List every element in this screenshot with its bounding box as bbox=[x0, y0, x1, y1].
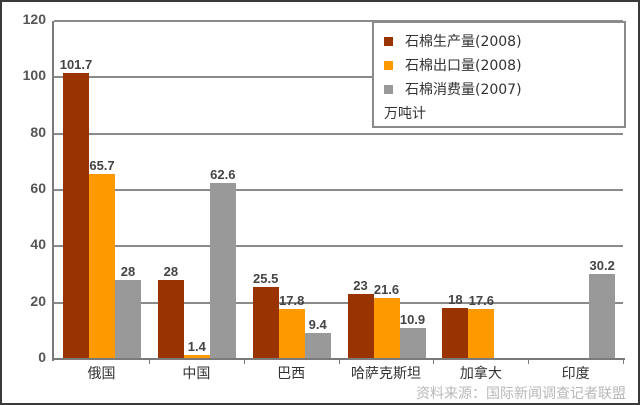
legend-swatch-production bbox=[384, 36, 393, 46]
x-category-label: 哈萨克斯坦 bbox=[351, 366, 421, 382]
y-tick-label: 40 bbox=[30, 236, 46, 253]
bar-value-label: 28 bbox=[163, 264, 179, 280]
x-tick-mark bbox=[243, 359, 245, 364]
legend-label: 石棉消费量(2007) bbox=[405, 82, 522, 98]
bar bbox=[157, 280, 184, 359]
x-category-label: 加拿大 bbox=[459, 366, 502, 382]
bar bbox=[209, 182, 236, 359]
x-category-label: 俄国 bbox=[87, 366, 116, 382]
bar-value-label: 21.6 bbox=[373, 282, 400, 298]
gridline bbox=[54, 301, 623, 304]
bar-value-label: 17.6 bbox=[468, 293, 494, 309]
gridline bbox=[54, 245, 623, 248]
legend: 石棉生产量(2008) 石棉出口量(2008) 石棉消费量(2007) 万吨计 bbox=[372, 21, 626, 128]
bar-value-label: 62.6 bbox=[210, 166, 236, 182]
legend-item-consumption: 石棉消费量(2007) bbox=[384, 79, 522, 99]
legend-swatch-export bbox=[384, 60, 393, 70]
bar-value-label: 23 bbox=[353, 278, 368, 294]
x-tick-mark bbox=[148, 359, 150, 364]
bar-value-label: 18 bbox=[448, 292, 463, 308]
x-tick-mark bbox=[528, 359, 530, 364]
bar bbox=[304, 332, 331, 359]
y-tick-label: 120 bbox=[22, 11, 46, 27]
bar bbox=[252, 287, 279, 359]
x-category-label: 中国 bbox=[182, 366, 211, 382]
bar bbox=[347, 294, 374, 359]
gridline bbox=[54, 189, 623, 191]
source-note: 资料来源：国际新闻调查记者联盟 bbox=[416, 386, 626, 402]
y-axis bbox=[52, 21, 54, 361]
x-category-label: 巴西 bbox=[277, 366, 306, 382]
plot-area: 101.7 65.7 28 28 1.4 62.6 25.5 17.8 9.4 23 21.6 10.… bbox=[54, 20, 623, 359]
bar-value-label: 9.4 bbox=[308, 316, 327, 332]
x-tick-mark bbox=[338, 359, 340, 364]
bar-value-label: 30.2 bbox=[589, 257, 615, 273]
bar bbox=[442, 308, 469, 359]
bar-value-label: 65.7 bbox=[89, 157, 115, 173]
legend-label: 石棉出口量(2008) bbox=[405, 58, 522, 74]
y-tick-label: 100 bbox=[22, 67, 46, 84]
x-tick-mark bbox=[623, 359, 624, 364]
legend-item-export: 石棉出口量(2008) bbox=[384, 55, 522, 75]
bar-value-label: 101.7 bbox=[59, 56, 93, 72]
bar-value-label: 17.8 bbox=[279, 292, 305, 308]
gridline bbox=[54, 132, 623, 135]
y-tick-label: 0 bbox=[38, 349, 46, 365]
y-tick-label: 80 bbox=[30, 123, 46, 140]
bar bbox=[278, 308, 305, 359]
x-tick-mark bbox=[433, 359, 435, 364]
bar bbox=[399, 328, 426, 359]
bar-value-label: 1.4 bbox=[187, 339, 206, 355]
bar bbox=[183, 355, 210, 359]
bar-value-label: 10.9 bbox=[399, 312, 426, 328]
legend-swatch-consumption bbox=[384, 84, 393, 94]
bar bbox=[63, 72, 89, 359]
legend-item-production: 石棉生产量(2008) bbox=[384, 31, 522, 51]
bar bbox=[589, 273, 616, 359]
bar bbox=[373, 298, 400, 359]
bar bbox=[115, 280, 141, 359]
bar bbox=[468, 309, 495, 359]
x-category-label: 印度 bbox=[561, 366, 590, 382]
legend-unit: 万吨计 bbox=[384, 103, 426, 123]
y-tick-label: 20 bbox=[30, 292, 46, 309]
gridline bbox=[54, 76, 623, 79]
unit-label: 万吨计 bbox=[384, 106, 426, 122]
gridline bbox=[54, 20, 623, 22]
bar-value-label: 28 bbox=[120, 264, 136, 280]
legend-label: 石棉生产量(2008) bbox=[405, 34, 522, 50]
y-tick-label: 60 bbox=[30, 180, 46, 196]
bar-value-label: 25.5 bbox=[253, 271, 279, 287]
bar bbox=[89, 173, 115, 359]
